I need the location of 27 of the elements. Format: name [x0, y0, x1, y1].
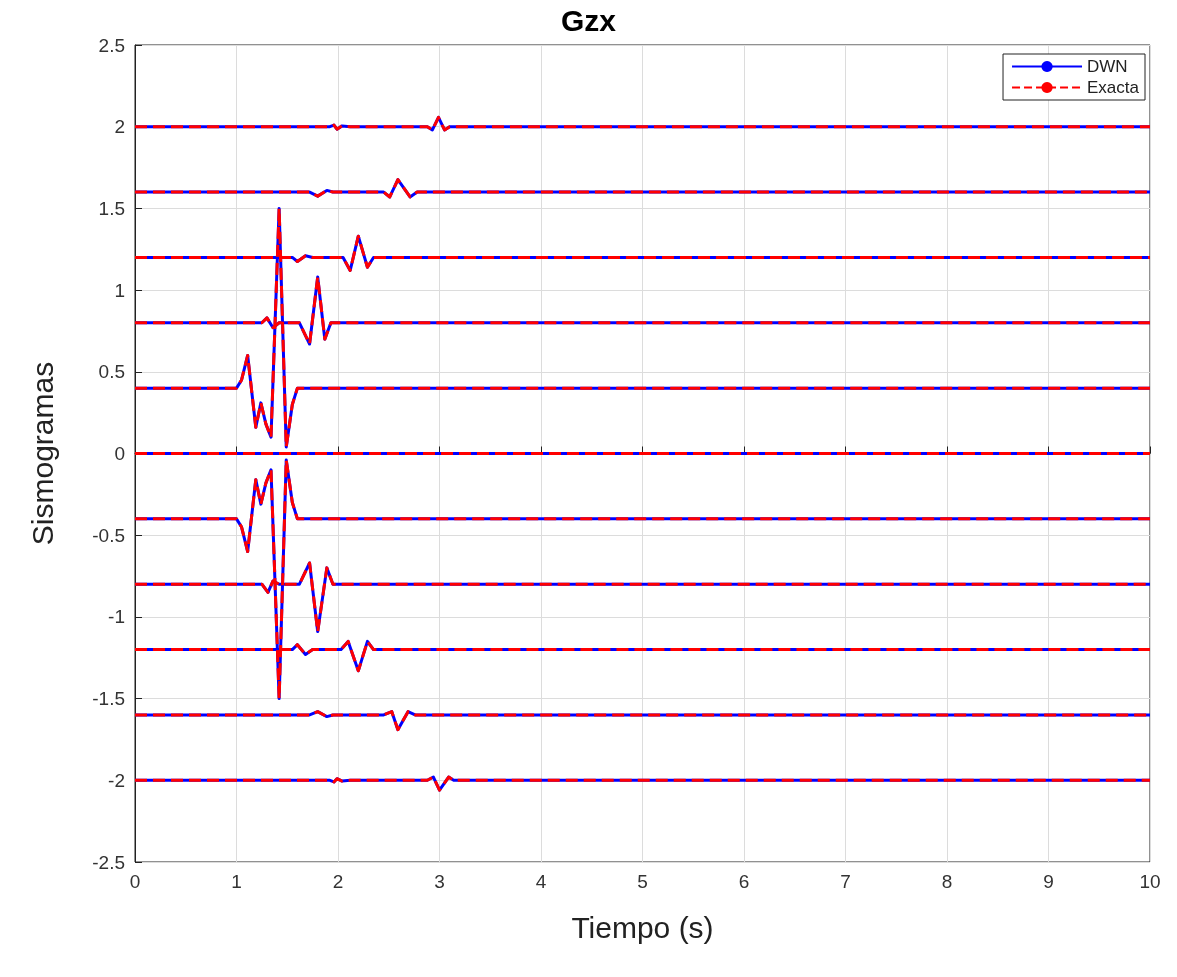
- y-tick-label: -1: [108, 606, 125, 628]
- x-tick-label: 4: [535, 871, 547, 892]
- chart-title: Gzx: [560, 3, 617, 37]
- x-tick-label: 6: [738, 871, 750, 892]
- y-tick-label: -2: [108, 769, 125, 791]
- legend-label: Exacta: [1087, 78, 1140, 97]
- y-tick-label: 2.5: [98, 34, 125, 56]
- y-tick-label: 0.5: [98, 361, 125, 383]
- y-tick-label: 1.5: [98, 197, 125, 219]
- y-tick-label: 0: [114, 443, 125, 464]
- x-tick-label: 8: [941, 871, 953, 892]
- x-tick-label: 7: [840, 871, 851, 892]
- x-tick-label: 2: [332, 871, 344, 892]
- x-tick-label: 10: [1139, 871, 1161, 892]
- x-tick-label: 1: [231, 871, 242, 892]
- x-axis-title: Tiempo (s): [571, 910, 714, 944]
- y-tick-label: 1: [114, 279, 125, 301]
- y-tick-label: -1.5: [92, 688, 125, 710]
- y-tick-label: -0.5: [92, 524, 125, 546]
- x-tick-label: 9: [1043, 871, 1054, 892]
- x-tick-label: 5: [637, 871, 648, 892]
- x-tick-label: 0: [129, 871, 141, 892]
- x-tick-label: 3: [434, 871, 445, 892]
- y-tick-label: -2.5: [92, 851, 125, 873]
- y-axis-title: Sismogramas: [25, 361, 59, 546]
- legend-label: DWN: [1087, 57, 1128, 76]
- y-tick-label: 2: [114, 116, 125, 138]
